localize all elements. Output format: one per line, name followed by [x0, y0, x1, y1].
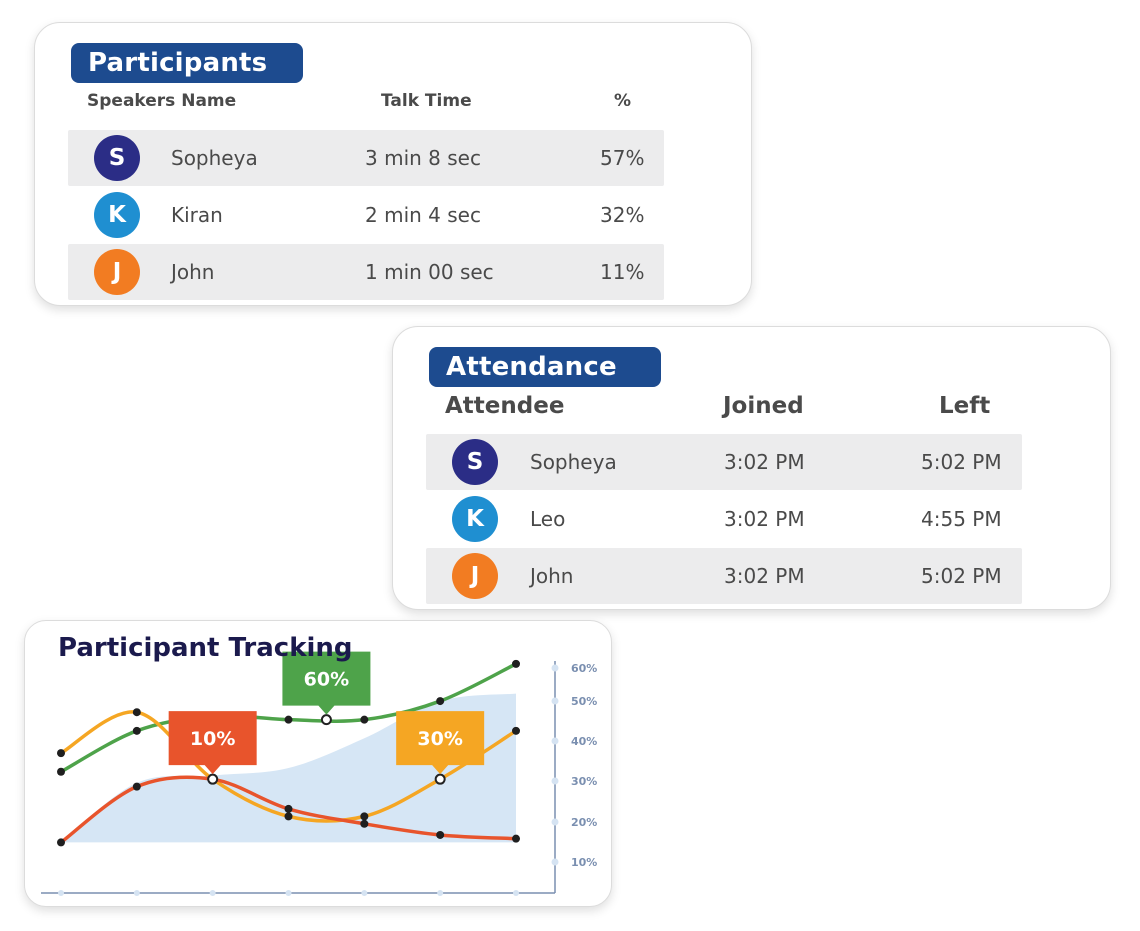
- participant-talk-time: 2 min 4 sec: [365, 203, 481, 227]
- participant-tracking-card: 60% 50% 40% 30% 20% 10% 10% 60% 30% Participant …: [24, 620, 612, 907]
- y-tick-label: 30%: [571, 775, 597, 788]
- col-talk-time: Talk Time: [381, 91, 472, 111]
- data-point: [284, 804, 293, 813]
- participant-name: Kiran: [171, 203, 223, 227]
- x-axis-tick: [285, 890, 292, 896]
- data-point-highlight: [207, 773, 219, 785]
- data-point-highlight: [434, 773, 446, 785]
- callout-30pct: 30%: [396, 711, 485, 775]
- data-point: [436, 697, 445, 706]
- callout-10pct: 10%: [168, 711, 257, 775]
- avatar: J: [94, 249, 140, 295]
- data-point: [436, 830, 445, 839]
- attendee-row: J John 3:02 PM 5:02 PM: [426, 548, 1022, 604]
- col-left: Left: [939, 393, 991, 419]
- data-point: [284, 812, 293, 821]
- x-axis-tick: [58, 890, 64, 896]
- col-speakers-name: Speakers Name: [87, 91, 237, 111]
- x-axis-tick: [513, 890, 519, 896]
- data-point: [132, 708, 141, 717]
- y-axis-tick: [551, 858, 559, 866]
- col-percent: %: [614, 91, 632, 111]
- data-point-highlight: [320, 714, 332, 726]
- attendee-name: John: [530, 564, 574, 588]
- y-tick-label: 50%: [571, 695, 597, 708]
- data-point: [57, 838, 65, 847]
- attendee-joined: 3:02 PM: [724, 450, 805, 474]
- attendee-left: 5:02 PM: [921, 564, 1002, 588]
- callout-box: [396, 711, 485, 775]
- x-axis-tick: [209, 890, 216, 896]
- y-axis-tick: [551, 777, 559, 785]
- y-axis-tick: [551, 737, 559, 745]
- participant-talk-time: 3 min 8 sec: [365, 146, 481, 170]
- data-point: [512, 726, 520, 735]
- attendee-left: 5:02 PM: [921, 450, 1002, 474]
- attendee-joined: 3:02 PM: [724, 507, 805, 531]
- avatar: S: [94, 135, 140, 181]
- x-axis-tick: [133, 890, 140, 896]
- callout-60pct: 60%: [282, 651, 371, 715]
- data-point: [512, 659, 520, 668]
- participants-card: Participants Speakers Name Talk Time % S…: [34, 22, 752, 306]
- attendee-name: Sopheya: [530, 450, 617, 474]
- participant-row: K Kiran 2 min 4 sec 32%: [68, 187, 664, 243]
- attendance-title: Attendance: [429, 347, 661, 387]
- attendee-row: S Sopheya 3:02 PM 5:02 PM: [426, 434, 1022, 490]
- data-point: [57, 749, 65, 758]
- participant-talk-time: 1 min 00 sec: [365, 260, 494, 284]
- callout-label: 60%: [304, 669, 349, 691]
- y-axis-tick: [551, 697, 559, 705]
- participant-name: Sopheya: [171, 146, 258, 170]
- avatar: K: [452, 496, 498, 542]
- participant-row: S Sopheya 3 min 8 sec 57%: [68, 130, 664, 186]
- col-joined: Joined: [723, 393, 804, 419]
- attendee-row: K Leo 3:02 PM 4:55 PM: [426, 491, 1022, 547]
- data-point: [132, 782, 141, 791]
- attendee-joined: 3:02 PM: [724, 564, 805, 588]
- callout-label: 10%: [190, 728, 235, 750]
- participant-row: J John 1 min 00 sec 11%: [68, 244, 664, 300]
- y-axis-tick: [551, 664, 559, 672]
- data-point: [360, 812, 369, 821]
- attendance-card: Attendance Attendee Joined Left S Sophey…: [392, 326, 1111, 610]
- x-axis-tick: [361, 890, 368, 896]
- participant-percent: 32%: [600, 203, 645, 227]
- participant-percent: 11%: [600, 260, 645, 284]
- data-point: [360, 715, 369, 724]
- col-attendee: Attendee: [445, 393, 565, 419]
- callout-label: 30%: [417, 728, 462, 750]
- y-tick-label: 20%: [571, 816, 597, 829]
- data-point: [360, 819, 369, 828]
- chart-title: Participant Tracking: [58, 633, 353, 663]
- y-tick-label: 10%: [571, 856, 597, 869]
- participant-percent: 57%: [600, 146, 645, 170]
- avatar: J: [452, 553, 498, 599]
- callout-box: [282, 651, 371, 715]
- data-point: [512, 834, 520, 843]
- data-point: [57, 767, 65, 776]
- avatar: K: [94, 192, 140, 238]
- data-point: [132, 726, 141, 735]
- data-point: [284, 715, 293, 724]
- y-axis-tick: [551, 818, 559, 826]
- avatar: S: [452, 439, 498, 485]
- participant-name: John: [171, 260, 215, 284]
- y-tick-label: 60%: [571, 662, 597, 675]
- callout-box: [168, 711, 257, 775]
- attendee-left: 4:55 PM: [921, 507, 1002, 531]
- attendee-name: Leo: [530, 507, 566, 531]
- tracking-chart: 60% 50% 40% 30% 20% 10% 10% 60% 30%: [41, 651, 597, 896]
- x-axis-tick: [437, 890, 444, 896]
- y-tick-label: 40%: [571, 735, 597, 748]
- participants-title: Participants: [71, 43, 303, 83]
